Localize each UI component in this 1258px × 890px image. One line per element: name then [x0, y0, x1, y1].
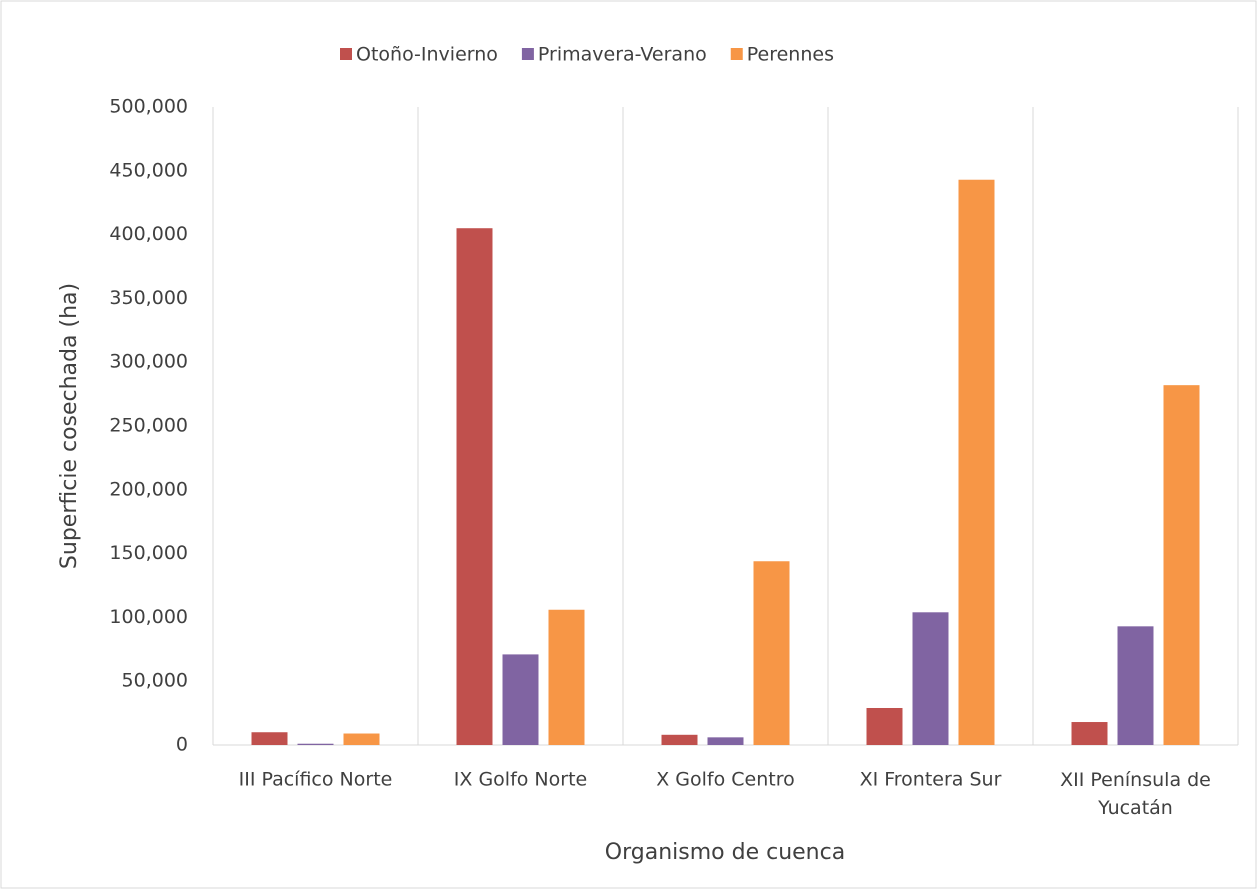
- y-tick-label: 400,000: [109, 223, 188, 245]
- bar: [866, 707, 903, 745]
- y-tick-label: 350,000: [109, 287, 188, 309]
- bar: [297, 743, 334, 745]
- y-tick-label: 50,000: [122, 670, 188, 692]
- y-tick-label: 500,000: [109, 96, 188, 118]
- legend-label: Perennes: [747, 44, 834, 66]
- y-tick-label: 450,000: [109, 159, 188, 181]
- bar: [251, 732, 288, 745]
- bar: [753, 561, 790, 745]
- y-tick-label: 250,000: [109, 415, 188, 437]
- y-axis-title: Superficie cosechada (ha): [57, 283, 82, 569]
- x-tick-label: IX Golfo Norte: [454, 769, 587, 791]
- bar: [548, 609, 585, 745]
- x-axis-title: Organismo de cuenca: [605, 840, 845, 865]
- bar: [707, 737, 744, 745]
- y-tick-label: 100,000: [109, 606, 188, 628]
- bar: [1163, 385, 1200, 745]
- bar: [343, 733, 380, 745]
- x-tick-label: III Pacífico Norte: [239, 769, 393, 791]
- bar: [456, 228, 493, 746]
- bar: [1071, 722, 1108, 745]
- bar: [1117, 626, 1154, 745]
- legend-label: Primavera-Verano: [538, 44, 707, 66]
- x-tick-label: XI Frontera Sur: [860, 769, 1002, 791]
- legend-swatch: [730, 48, 743, 60]
- y-tick-label: 0: [176, 734, 188, 756]
- y-tick-label: 300,000: [109, 351, 188, 373]
- y-tick-label: 150,000: [109, 542, 188, 564]
- bar: [958, 179, 995, 745]
- legend-swatch: [521, 48, 534, 60]
- y-tick-label: 200,000: [109, 478, 188, 500]
- bar: [661, 734, 698, 745]
- bar: [912, 612, 949, 745]
- x-tick-label: XII Península de Yucatán: [1060, 769, 1211, 819]
- legend-swatch: [340, 48, 352, 60]
- legend-label: Otoño-Invierno: [356, 44, 498, 66]
- x-tick-label: X Golfo Centro: [656, 769, 795, 791]
- bar: [502, 654, 539, 745]
